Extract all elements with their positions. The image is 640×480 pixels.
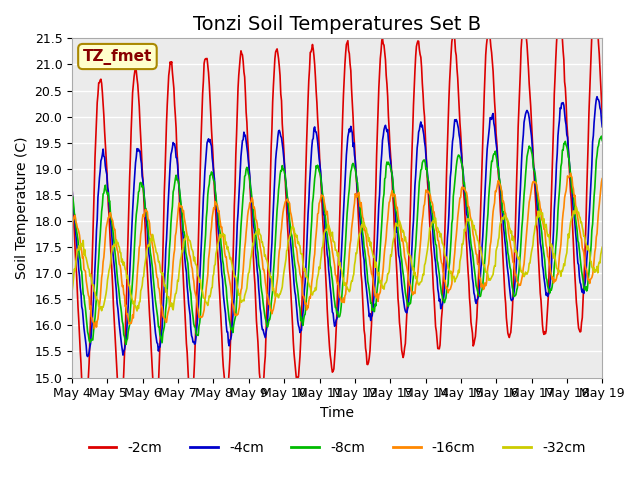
-4cm	[598, 124, 606, 130]
-16cm	[215, 208, 223, 214]
-16cm	[133, 276, 141, 281]
-32cm	[78, 242, 86, 248]
Legend: -2cm, -4cm, -8cm, -16cm, -32cm: -2cm, -4cm, -8cm, -16cm, -32cm	[83, 435, 591, 460]
Line: -32cm: -32cm	[72, 207, 602, 311]
-32cm	[403, 239, 410, 245]
-32cm	[215, 238, 223, 243]
-16cm	[566, 170, 574, 176]
-16cm	[598, 176, 606, 181]
Y-axis label: Soil Temperature (C): Soil Temperature (C)	[15, 137, 29, 279]
-4cm	[418, 124, 426, 130]
Line: -16cm: -16cm	[72, 173, 602, 329]
-2cm	[591, 1, 598, 7]
-4cm	[403, 310, 410, 315]
-8cm	[78, 269, 86, 275]
-32cm	[133, 308, 141, 314]
-8cm	[598, 138, 606, 144]
-4cm	[68, 187, 76, 193]
-2cm	[418, 64, 426, 70]
Text: TZ_fmet: TZ_fmet	[83, 48, 152, 64]
-8cm	[122, 342, 130, 348]
Line: -8cm: -8cm	[72, 136, 602, 345]
-16cm	[68, 225, 76, 230]
-4cm	[84, 354, 92, 360]
-32cm	[68, 288, 76, 293]
-16cm	[90, 326, 98, 332]
-4cm	[593, 94, 601, 99]
-8cm	[598, 133, 605, 139]
-8cm	[418, 167, 426, 172]
-2cm	[68, 188, 76, 193]
-4cm	[133, 146, 141, 152]
-2cm	[81, 408, 89, 414]
-4cm	[78, 304, 86, 310]
-16cm	[187, 258, 195, 264]
-32cm	[418, 278, 426, 284]
-2cm	[598, 110, 606, 116]
-8cm	[68, 192, 76, 198]
-8cm	[187, 290, 195, 296]
-8cm	[403, 294, 410, 300]
-2cm	[187, 396, 195, 401]
-4cm	[187, 326, 195, 332]
-16cm	[78, 248, 86, 254]
-32cm	[598, 244, 606, 250]
-16cm	[403, 261, 410, 267]
-2cm	[403, 326, 410, 332]
Line: -4cm: -4cm	[72, 96, 602, 357]
-4cm	[215, 233, 223, 239]
Title: Tonzi Soil Temperatures Set B: Tonzi Soil Temperatures Set B	[193, 15, 481, 34]
-16cm	[418, 224, 426, 230]
X-axis label: Time: Time	[320, 406, 354, 420]
-32cm	[132, 306, 140, 312]
-32cm	[187, 241, 195, 247]
-8cm	[133, 206, 141, 212]
-2cm	[133, 76, 141, 82]
-32cm	[572, 204, 579, 210]
-2cm	[215, 277, 223, 283]
-2cm	[78, 378, 86, 384]
Line: -2cm: -2cm	[72, 4, 602, 411]
-8cm	[215, 222, 223, 228]
